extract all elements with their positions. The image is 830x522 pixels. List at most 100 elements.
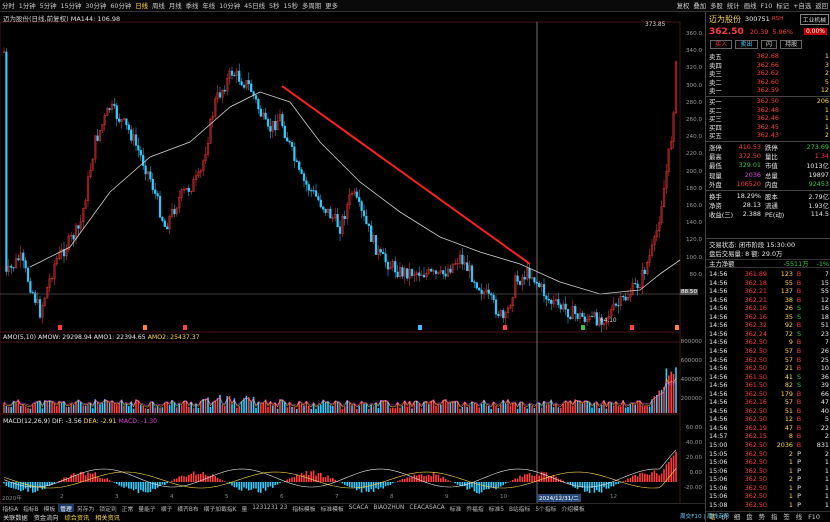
amo-bar: [58, 401, 60, 413]
template-tab-15[interactable]: SCACA: [348, 505, 369, 511]
trade-button-3[interactable]: 持股: [779, 40, 803, 49]
period-2[interactable]: 5分钟: [39, 2, 57, 10]
period-4[interactable]: 30分钟: [85, 2, 107, 10]
template-tab-8[interactable]: 横子: [160, 506, 173, 513]
quote-tab-8[interactable]: F10: [808, 512, 820, 521]
bid-row[interactable]: 买一 362.50 206: [706, 97, 830, 106]
trade-button-0[interactable]: 买入: [710, 40, 733, 49]
amo-bar: [329, 405, 332, 413]
template-tab-20[interactable]: 标准5: [488, 506, 504, 513]
period-13[interactable]: 5秒: [269, 2, 280, 10]
quote-tab-2[interactable]: 细: [733, 513, 741, 521]
template-tab-18[interactable]: 标准: [449, 506, 462, 513]
bid-row[interactable]: 买四 362.45 1: [706, 123, 830, 132]
candle-body: [547, 299, 550, 301]
ask-row[interactable]: 卖一 362.59 12: [706, 86, 830, 95]
toolbar-btn-4[interactable]: 画线: [743, 2, 757, 10]
template-tab-5[interactable]: 锁定到: [99, 506, 117, 513]
toolbar-btn-5[interactable]: F10: [760, 1, 773, 10]
info-tab-0[interactable]: 关联数据: [3, 514, 28, 522]
template-tab-22[interactable]: 5个指标: [535, 506, 557, 513]
amo-bar: [665, 368, 668, 413]
quote-tab-7[interactable]: 线: [795, 513, 803, 521]
toolbar-btn-6[interactable]: 标记: [776, 2, 790, 10]
toolbar-btn-2[interactable]: 多股: [710, 2, 723, 10]
toolbar-btn-1[interactable]: 叠加: [693, 2, 707, 10]
template-tab-7[interactable]: 量能子: [138, 506, 156, 513]
amo-bar: [214, 400, 216, 413]
quote-tab-5[interactable]: 指: [770, 513, 778, 521]
period-15[interactable]: 多周期: [302, 2, 322, 10]
template-tab-17[interactable]: CEACASACA: [409, 505, 445, 511]
macd-bar: [154, 482, 156, 490]
period-3[interactable]: 15分钟: [60, 2, 82, 10]
macd-bar: [516, 478, 519, 482]
toolbar-btn-8[interactable]: 返回: [815, 2, 828, 10]
bid-row[interactable]: 买三 362.46 1: [706, 114, 830, 123]
period-8[interactable]: 月线: [168, 2, 182, 10]
candle-body: [394, 261, 397, 273]
info-tab-3[interactable]: 相关资讯: [95, 514, 120, 522]
quote-tab-6[interactable]: 签: [783, 513, 790, 521]
template-tab-2[interactable]: 模板: [43, 506, 56, 513]
period-7[interactable]: 周线: [152, 2, 165, 10]
amo-bar: [360, 401, 363, 413]
period-11[interactable]: 10分钟: [219, 2, 241, 10]
tick-time: 14:56: [709, 278, 728, 287]
period-0[interactable]: 分时: [2, 2, 15, 10]
period-9[interactable]: 季线: [185, 2, 199, 10]
quote-tab-1[interactable]: 价: [721, 513, 728, 521]
template-tab-6[interactable]: 正常: [121, 506, 134, 513]
period-6[interactable]: 日线: [135, 2, 149, 10]
quote-tab-3[interactable]: 盘: [746, 513, 753, 521]
tick-volume: 1: [788, 466, 793, 475]
ask-row[interactable]: 卖三 362.62 2: [706, 69, 830, 78]
template-tab-11[interactable]: 量: [241, 506, 248, 513]
ask-row[interactable]: 卖四 362.66 3: [706, 61, 830, 70]
template-tab-13[interactable]: 指标模板: [292, 506, 316, 513]
template-tab-10[interactable]: 横子加截指K: [203, 506, 237, 513]
template-tab-1[interactable]: 指标B: [23, 506, 39, 513]
template-tab-14[interactable]: 标准模板: [320, 506, 344, 513]
stat-label: 净资: [709, 202, 722, 211]
macd-bar: [533, 475, 536, 482]
candle-body: [379, 249, 382, 253]
period-16[interactable]: 更多: [325, 2, 338, 10]
toolbar-btn-3[interactable]: 统计: [726, 2, 740, 10]
industry-badge[interactable]: 工业机械: [799, 13, 829, 25]
bid-row[interactable]: 买二 362.48 1: [706, 106, 830, 115]
template-tab-19[interactable]: 乔福指: [466, 506, 484, 513]
toolbar-btn-7[interactable]: +自选: [793, 2, 812, 10]
template-tab-9[interactable]: 横齐B布: [177, 506, 199, 513]
trade-button-1[interactable]: 卖出: [735, 40, 758, 49]
template-tab-21[interactable]: B站指标: [508, 506, 531, 513]
info-tab-2[interactable]: 综合资讯: [64, 514, 90, 522]
quote-tab-0[interactable]: 笔: [709, 513, 716, 521]
period-1[interactable]: 1分钟: [18, 2, 36, 10]
template-tab-4[interactable]: 另存为: [76, 506, 95, 513]
kline-chart[interactable]: [0, 12, 705, 504]
amo-bar: [178, 403, 180, 413]
info-tab-1[interactable]: 资金流向: [33, 514, 59, 522]
period-14[interactable]: 15秒: [283, 2, 299, 10]
amo-bar: [120, 399, 123, 413]
period-10[interactable]: 年线: [202, 2, 216, 10]
candle-body: [182, 189, 186, 191]
tick-count: 23: [820, 329, 829, 338]
quote-tab-4[interactable]: 势: [758, 513, 765, 521]
template-tab-0[interactable]: 指标A: [2, 506, 19, 513]
template-tab-23[interactable]: 介绍模板: [561, 506, 585, 513]
trade-button-2[interactable]: 闪: [760, 40, 777, 49]
template-tab-12[interactable]: 1231231 23: [252, 505, 288, 511]
ask-row[interactable]: 卖二 362.60 5: [706, 78, 830, 87]
toolbar-btn-0[interactable]: 复权: [676, 2, 690, 10]
template-tab-16[interactable]: BIAOZHUN: [373, 505, 405, 511]
tick-count: 2: [824, 449, 829, 458]
ask-row[interactable]: 卖五 362.68 1: [706, 52, 830, 61]
macd-bar: [413, 474, 416, 482]
period-5[interactable]: 60分钟: [110, 2, 132, 10]
period-12[interactable]: 45日线: [244, 2, 266, 10]
template-tab-3[interactable]: 管理: [57, 504, 75, 512]
bid-row[interactable]: 买五 362.43 2: [706, 131, 830, 140]
tick-time: 15:06: [709, 466, 728, 475]
